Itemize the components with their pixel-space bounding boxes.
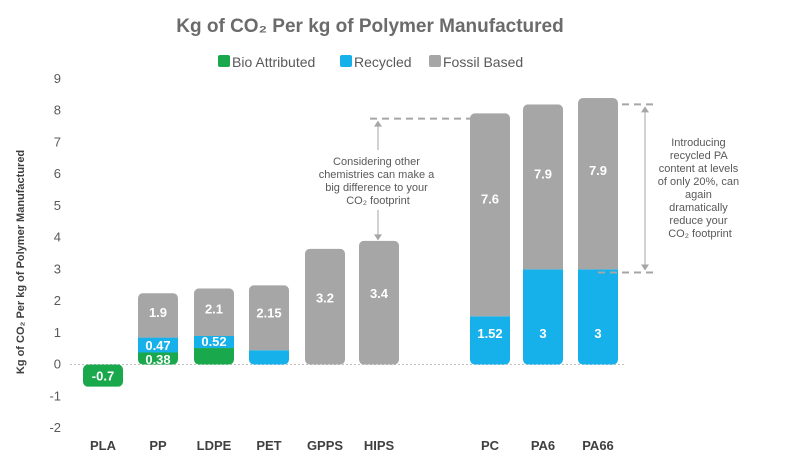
legend-label-fossil-based: Fossil Based — [443, 54, 523, 70]
category-label-pet: PET — [256, 438, 281, 453]
data-label-pc-recycled: 1.52 — [477, 326, 502, 341]
data-labels: -0.7 0.380.47 1.9 0.52 2.1 2.15 3.2 3.4 1.52 7.6 3… — [92, 163, 607, 384]
y-tick-label: 1 — [54, 325, 61, 340]
legend-label-bio-attributed: Bio Attributed — [232, 54, 315, 70]
category-label-gpps: GPPS — [307, 438, 343, 453]
data-label-pet-fossil-based: 2.15 — [256, 306, 281, 321]
annotation-text: Considering other chemistries can make a… — [319, 156, 438, 207]
annotation-line: of only 20%, can — [658, 176, 739, 188]
bar-segment-pp-fossil-based — [138, 293, 178, 338]
annotation-background — [322, 150, 434, 210]
annotation-line: dramatically — [669, 202, 728, 214]
bar-segment-hips-fossil-based — [359, 240, 399, 365]
annotation-line: again — [685, 189, 712, 201]
bar-segment-pc-recycled — [470, 316, 510, 365]
category-label-pa6: PA6 — [531, 438, 555, 453]
y-axis-ticks: -2 -1 0 1 2 3 4 5 6 7 8 9 — [49, 71, 61, 435]
annotation-line: Considering other — [333, 156, 420, 168]
data-label-pp-fossil-based: 1.9 — [149, 305, 167, 320]
y-tick-label: 5 — [54, 198, 61, 213]
legend: Bio Attributed Recycled Fossil Based — [218, 54, 523, 70]
category-label-pla: PLA — [90, 438, 117, 453]
y-tick-label: 8 — [54, 103, 61, 118]
category-label-pc: PC — [481, 438, 500, 453]
chart-title: Kg of CO₂ Per kg of Polymer Manufactured — [176, 16, 563, 37]
data-label-pa6-recycled: 3 — [539, 326, 546, 341]
bar-segment-pa66-recycled — [578, 269, 618, 365]
bar-segment-ldpe-fossil-based — [194, 288, 234, 336]
y-tick-label: 4 — [54, 230, 61, 245]
bar-segment-gpps-fossil-based — [305, 248, 345, 365]
bar-segment-ldpe-bio-attributed — [194, 348, 234, 365]
data-label-pp-bio-attributed: 0.38 — [145, 352, 170, 367]
legend-label-recycled: Recycled — [354, 54, 412, 70]
data-label-ldpe-recycled: 0.52 — [201, 334, 226, 349]
annotation-line: reduce your — [669, 215, 727, 227]
bar-ldpe — [194, 288, 234, 365]
category-label-hips: HIPS — [364, 438, 395, 453]
bar-pa6 — [523, 104, 563, 365]
category-labels: PLA PP LDPE PET GPPS HIPS PC PA6 PA66 — [90, 438, 614, 453]
y-tick-label: 7 — [54, 134, 61, 149]
category-label-ldpe: LDPE — [197, 438, 232, 453]
bar-segment-pp-recycled — [138, 337, 178, 353]
annotation-background — [655, 132, 745, 242]
data-label-pc-fossil-based: 7.6 — [481, 192, 499, 207]
data-label-gpps-fossil-based: 3.2 — [316, 290, 334, 305]
y-tick-label: 0 — [54, 357, 61, 372]
bar-pet — [249, 285, 289, 365]
bar-pp — [138, 293, 178, 365]
y-tick-label: -1 — [49, 388, 61, 403]
annotation-line: CO₂ footprint — [346, 195, 410, 207]
category-label-pa66: PA66 — [582, 438, 614, 453]
legend-swatch-recycled — [340, 55, 352, 67]
bar-pla — [83, 364, 123, 387]
annotation-arrowhead-up — [641, 106, 649, 113]
bar-segment-pa6-fossil-based — [523, 104, 563, 270]
bar-hips — [359, 240, 399, 365]
annotation-recycled-pa: Introducing recycled PA content at level… — [598, 103, 745, 274]
annotation-line: recycled PA — [670, 150, 729, 162]
bar-segment-pla-bio-attributed — [83, 364, 123, 387]
y-tick-label: 6 — [54, 166, 61, 181]
y-tick-label: 9 — [54, 71, 61, 86]
data-label-hips-fossil-based: 3.4 — [370, 286, 389, 301]
category-label-pp: PP — [149, 438, 167, 453]
annotation-line: CO₂ footprint — [668, 228, 732, 240]
annotation-arrowhead-down — [374, 234, 382, 241]
bar-segment-pet-recycled — [249, 350, 289, 365]
y-tick-label: 2 — [54, 293, 61, 308]
data-label-pp-recycled: 0.47 — [145, 338, 170, 353]
annotation-text: Introducing recycled PA content at level… — [658, 137, 742, 240]
bar-segment-pp-bio-attributed — [138, 352, 178, 365]
annotation-line: Introducing — [671, 137, 725, 149]
annotation-arrowhead-down — [641, 264, 649, 271]
bar-segment-pc-fossil-based — [470, 113, 510, 317]
legend-swatch-fossil-based — [429, 55, 441, 67]
annotation-arrowhead-up — [374, 120, 382, 127]
y-axis-label: Kg of CO₂ Per kg of Polymer Manufactured — [15, 150, 27, 374]
y-tick-label: 3 — [54, 261, 61, 276]
annotation-line: chemistries can make a — [319, 169, 435, 181]
data-label-pla-bio-attributed: -0.7 — [92, 369, 114, 384]
annotation-other-chemistries: Considering other chemistries can make a… — [319, 117, 470, 241]
bar-pa66 — [578, 98, 618, 365]
bars — [83, 98, 618, 387]
annotation-line: big difference to your — [325, 182, 428, 194]
data-label-ldpe-fossil-based: 2.1 — [205, 301, 223, 316]
bar-segment-pa66-fossil-based — [578, 98, 618, 270]
legend-swatch-bio-attributed — [218, 55, 230, 67]
y-tick-label: -2 — [49, 420, 61, 435]
data-label-pa66-recycled: 3 — [594, 326, 601, 341]
bar-gpps — [305, 248, 345, 365]
bar-pc — [470, 113, 510, 365]
bar-segment-pa6-recycled — [523, 269, 563, 365]
bar-segment-pet-fossil-based — [249, 285, 289, 351]
data-label-pa66-fossil-based: 7.9 — [589, 163, 607, 178]
bar-segment-ldpe-recycled — [194, 335, 234, 349]
data-label-pa6-fossil-based: 7.9 — [534, 167, 552, 182]
annotation-line: content at levels — [659, 163, 739, 175]
